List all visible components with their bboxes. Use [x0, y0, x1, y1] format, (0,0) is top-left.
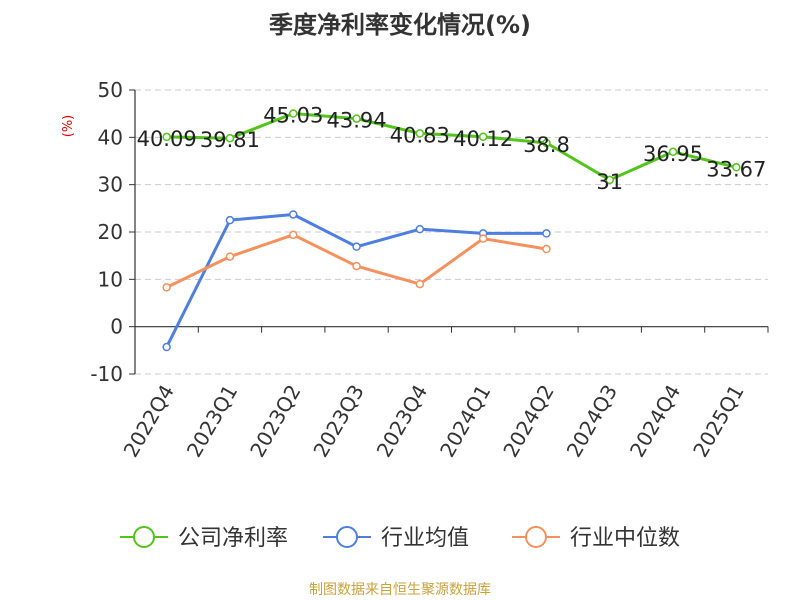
y-tick-label: 30: [98, 173, 123, 197]
legend-item-0: 公司净利率: [120, 526, 288, 551]
data-point: [542, 244, 551, 254]
data-point: [415, 129, 425, 138]
data-label: 31: [596, 170, 623, 194]
legend-item-2: 行业中位数: [512, 526, 680, 551]
series-line-0: [166, 112, 737, 182]
data-point: [162, 283, 171, 292]
y-tick-label: 50: [98, 78, 123, 102]
legend-label: 公司净利率: [178, 526, 288, 551]
x-tick-label: 2023Q1: [182, 381, 242, 462]
data-point: [668, 147, 678, 157]
legend-label: 行业均值: [381, 526, 469, 551]
legend-marker-icon: [133, 526, 155, 548]
legend-marker-icon: [336, 526, 358, 548]
data-point: [352, 261, 361, 271]
y-tick-label: -10: [90, 362, 123, 386]
grid-layer: [135, 89, 768, 375]
x-tick-label: 2023Q2: [245, 381, 305, 462]
x-tick-label: 2024Q4: [625, 381, 685, 462]
data-label: 40.12: [453, 127, 513, 151]
data-point: [225, 133, 235, 143]
data-point: [478, 132, 488, 142]
data-point: [415, 224, 425, 234]
data-point: [732, 163, 741, 172]
data-point: [289, 109, 298, 118]
data-point: [289, 230, 298, 240]
data-point: [478, 234, 488, 243]
chart-title: 季度净利率变化情况(%): [269, 11, 531, 39]
data-point: [352, 242, 361, 251]
data-label: 45.03: [263, 104, 323, 128]
data-point: [352, 114, 361, 123]
x-tick-label: 2024Q2: [498, 381, 558, 462]
y-tick-label: 10: [98, 267, 123, 291]
series-layer: [162, 109, 741, 352]
data-point: [225, 252, 235, 261]
x-tick-label: 2025Q1: [688, 381, 748, 462]
legend-item-1: 行业均值: [323, 526, 469, 551]
data-label: 39.81: [200, 128, 260, 152]
data-point: [415, 279, 425, 289]
data-point: [542, 229, 551, 238]
data-point: [542, 138, 551, 148]
y-tick-label: 0: [110, 315, 123, 339]
x-tick-label: 2024Q3: [562, 381, 622, 462]
data-point: [225, 215, 235, 225]
data-point: [162, 342, 171, 352]
data-label: 40.83: [390, 123, 450, 147]
x-tick-label: 2023Q3: [308, 381, 368, 462]
x-tick-label: 2023Q4: [372, 381, 432, 462]
data-point: [289, 210, 298, 219]
data-label: 43.94: [326, 109, 386, 133]
data-point: [605, 175, 614, 185]
legend-marker-icon: [525, 526, 547, 548]
data-label: 36.95: [643, 142, 703, 166]
y-tick-label: 40: [98, 125, 123, 149]
data-label: 38.8: [523, 133, 570, 157]
legend-label: 行业中位数: [570, 526, 680, 551]
source-note: 制图数据来自恒生聚源数据库: [309, 582, 491, 598]
x-tick-label: 2022Q4: [119, 381, 179, 462]
y-axis-label: (%): [61, 115, 76, 138]
data-label: 33.67: [706, 157, 766, 181]
y-tick-label: 20: [98, 220, 123, 244]
data-label: 40.09: [137, 127, 197, 151]
data-point: [162, 132, 171, 142]
legend: 公司净利率 行业均值 行业中位数: [120, 526, 680, 551]
x-tick-label: 2024Q1: [435, 381, 495, 462]
